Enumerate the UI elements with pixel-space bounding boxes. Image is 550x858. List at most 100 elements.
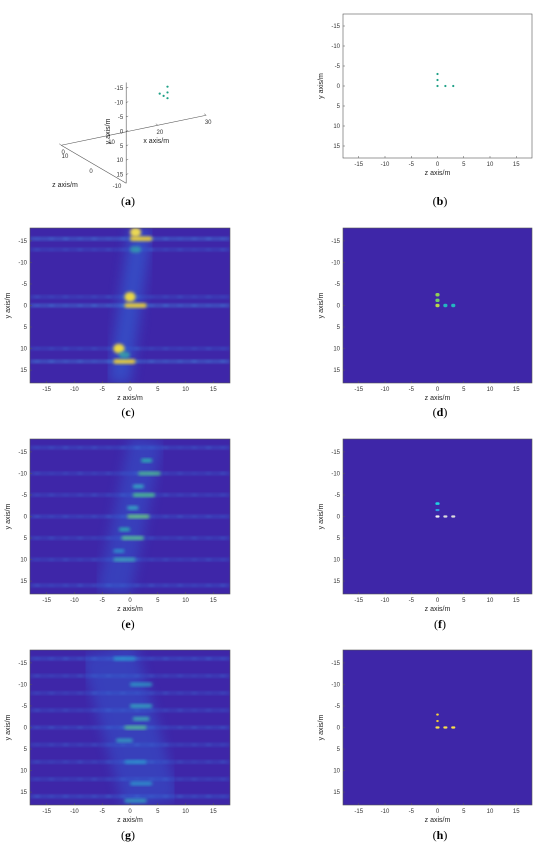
ytick-label-e-1: -10 (18, 471, 27, 477)
speckle-e-4-0 (34, 537, 40, 540)
ylabel-b: y axis/m (318, 73, 325, 99)
speckle-g-3-3 (77, 709, 83, 712)
speckle-e-1-3 (77, 472, 83, 475)
ytick-label-a-6: 15 (117, 173, 124, 179)
speckle-g-8-2 (63, 795, 69, 798)
target-c-5 (113, 343, 125, 354)
speckle-c-5-11 (191, 347, 197, 350)
speckle-g-6-8 (148, 760, 154, 763)
speckle-c-1-13 (220, 248, 226, 251)
xtick-label-c-1: -10 (70, 387, 79, 393)
speckle-g-4-6 (120, 726, 126, 729)
image-d (435, 293, 456, 308)
ytick-label-b-5: 10 (333, 124, 340, 130)
caption-f: (f) (434, 617, 446, 631)
ytick-label-e-6: 15 (20, 579, 27, 585)
target-e-3 (132, 493, 155, 497)
speckle-c-3-8 (148, 295, 154, 298)
speckle-g-1-11 (191, 674, 197, 677)
xtick-label-h-3: 0 (436, 809, 440, 815)
speckle-e-4-10 (177, 537, 183, 540)
speckle-e-2-2 (63, 493, 69, 496)
xtick-label-d-5: 10 (487, 387, 494, 393)
target-d-3 (443, 303, 448, 308)
speckle-e-6-10 (177, 584, 183, 587)
sidelobe-band-c-5 (30, 347, 230, 350)
speckle-g-0-11 (191, 657, 197, 660)
speckle-g-3-5 (106, 709, 112, 712)
xlabel-b: z axis/m (425, 170, 451, 177)
speckle-c-4-5 (106, 360, 112, 363)
speckle-e-1-5 (106, 472, 112, 475)
speckle-g-1-9 (163, 674, 169, 677)
speckle-g-2-6 (120, 692, 126, 695)
speckle-c-2-1 (48, 304, 54, 307)
ytick-label-f-4: 5 (337, 536, 341, 542)
speckle-g-6-1 (48, 760, 54, 763)
ytick-label-f-5: 10 (333, 558, 340, 564)
speckle-g-3-1 (48, 709, 54, 712)
xtick-label-b-0: -15 (354, 162, 363, 168)
speckle-c-3-3 (77, 295, 83, 298)
xtick-label-f-6: 15 (513, 598, 520, 604)
speckle-c-3-6 (120, 295, 126, 298)
target-c-6 (113, 359, 136, 364)
ytick-mark-a-1 (126, 101, 129, 103)
xtick-label-d-3: 0 (436, 387, 440, 393)
speckle-e-6-0 (34, 584, 40, 587)
speckle-c-2-2 (63, 304, 69, 307)
speckle-c-4-0 (34, 360, 40, 363)
ytick-label-a-2: -5 (118, 115, 124, 121)
speckle-g-3-12 (206, 709, 212, 712)
speckle-g-0-0 (34, 657, 40, 660)
point-a-3 (162, 94, 165, 98)
ytick-mark-a-2 (126, 115, 129, 118)
xtick-label-e-3: 0 (128, 598, 132, 604)
speckle-e-2-11 (191, 493, 197, 496)
speckle-g-4-9 (163, 726, 169, 729)
speckle-c-4-13 (220, 360, 226, 363)
speckle-g-2-8 (148, 692, 154, 695)
ytick-label-h-1: -10 (331, 682, 340, 688)
speckle-g-4-2 (63, 726, 69, 729)
xtick-mark-a-3 (204, 113, 207, 116)
speckle-g-4-4 (91, 726, 97, 729)
speckle-g-8-4 (91, 795, 97, 798)
ytick-label-b-6: 15 (333, 144, 340, 150)
speckle-c-4-1 (48, 360, 54, 363)
speckle-c-5-7 (134, 347, 140, 350)
target-e-4 (127, 506, 139, 510)
speckle-c-5-3 (77, 347, 83, 350)
point-a-4 (158, 92, 161, 95)
speckle-c-3-2 (63, 295, 69, 298)
target-e-9 (113, 557, 136, 562)
speckle-g-1-3 (77, 674, 83, 677)
speckle-e-2-9 (163, 493, 169, 496)
speckle-e-3-10 (177, 515, 183, 518)
speckle-c-5-4 (91, 347, 97, 350)
speckle-c-4-7 (134, 360, 140, 363)
target-f-3 (443, 515, 448, 518)
speckle-e-2-0 (34, 493, 40, 496)
ytick-label-a-5: 10 (117, 158, 124, 164)
speckle-g-1-10 (177, 674, 183, 677)
xtick-label-b-2: -5 (409, 162, 415, 168)
speckle-g-8-0 (34, 795, 40, 798)
speckle-c-3-9 (163, 295, 169, 298)
speckle-e-2-3 (77, 493, 83, 496)
ytick-mark-a-0 (126, 87, 129, 89)
speckle-e-3-4 (91, 515, 97, 518)
speckle-c-4-12 (206, 360, 212, 363)
speckle-g-2-0 (34, 692, 40, 695)
speckle-g-3-11 (191, 709, 197, 712)
speckle-e-6-4 (91, 584, 97, 587)
ytick-mark-a-4 (126, 144, 129, 147)
speckle-g-3-7 (134, 709, 140, 712)
ytick-label-f-2: -5 (335, 493, 341, 499)
speckle-c-4-2 (63, 360, 69, 363)
ytick-label-e-5: 10 (20, 558, 27, 564)
speckle-g-2-9 (163, 692, 169, 695)
ylabel-d: y axis/m (318, 292, 325, 318)
point-b-4 (452, 84, 455, 88)
